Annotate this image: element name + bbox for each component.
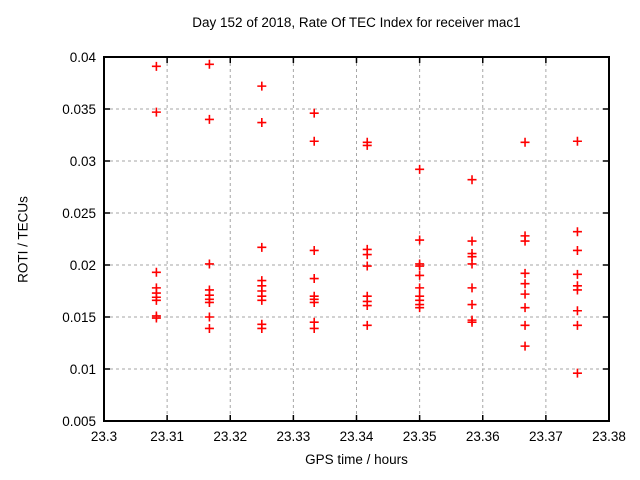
data-point-marker <box>415 270 425 280</box>
data-point-marker <box>204 312 214 322</box>
data-point-marker <box>572 245 582 255</box>
x-tick-label: 23.35 <box>403 429 437 444</box>
data-point-marker <box>204 259 214 269</box>
data-point-marker <box>362 261 372 271</box>
data-point-marker <box>204 114 214 124</box>
data-point-marker <box>520 320 530 330</box>
data-point-marker <box>362 250 372 260</box>
data-point-marker <box>257 242 267 252</box>
data-point-marker <box>204 297 214 307</box>
data-point-marker <box>309 274 319 284</box>
y-tick-label: 0.01 <box>70 362 96 377</box>
data-point-marker <box>151 295 161 305</box>
data-point-marker <box>572 306 582 316</box>
data-point-marker <box>520 236 530 246</box>
data-point-marker <box>309 297 319 307</box>
data-point-marker <box>572 227 582 237</box>
data-point-marker <box>257 295 267 305</box>
data-point-marker <box>520 268 530 278</box>
data-point-marker <box>467 259 477 269</box>
data-point-marker <box>572 269 582 279</box>
y-tick-label: 0.005 <box>62 414 96 429</box>
chart-title: Day 152 of 2018, Rate Of TEC Index for r… <box>192 15 521 30</box>
y-tick-label: 0.015 <box>62 310 96 325</box>
data-point-marker <box>520 137 530 147</box>
data-point-marker <box>204 323 214 333</box>
data-point-marker <box>204 59 214 69</box>
data-point-marker <box>362 320 372 330</box>
data-point-marker <box>151 267 161 277</box>
data-point-marker <box>309 108 319 118</box>
data-point-marker <box>520 303 530 313</box>
y-tick-label: 0.025 <box>62 206 96 221</box>
data-point-marker <box>467 317 477 327</box>
x-tick-label: 23.38 <box>592 429 626 444</box>
data-point-marker <box>467 283 477 293</box>
x-tick-label: 23.34 <box>340 429 374 444</box>
x-axis-label: GPS time / hours <box>305 452 408 467</box>
data-point-marker <box>415 235 425 245</box>
data-point-marker <box>467 175 477 185</box>
x-tick-label: 23.36 <box>466 429 500 444</box>
data-point-marker <box>572 136 582 146</box>
data-point-marker <box>415 164 425 174</box>
data-point-marker <box>520 341 530 351</box>
data-point-marker <box>520 279 530 289</box>
data-point-marker <box>415 283 425 293</box>
data-point-marker <box>415 261 425 271</box>
data-point-marker <box>151 61 161 71</box>
data-point-marker <box>151 313 161 323</box>
x-tick-label: 23.37 <box>529 429 563 444</box>
data-point-marker <box>257 323 267 333</box>
data-point-marker <box>309 245 319 255</box>
y-tick-label: 0.03 <box>70 154 96 169</box>
x-tick-label: 23.31 <box>150 429 184 444</box>
y-tick-label: 0.04 <box>70 50 97 65</box>
data-point-marker <box>362 140 372 150</box>
data-point-marker <box>151 107 161 117</box>
x-tick-label: 23.32 <box>213 429 247 444</box>
data-point-marker <box>520 289 530 299</box>
x-tick-label: 23.3 <box>91 429 117 444</box>
data-point-marker <box>257 118 267 128</box>
data-point-marker <box>362 301 372 311</box>
data-point-marker <box>572 285 582 295</box>
x-tick-label: 23.33 <box>276 429 310 444</box>
data-point-marker <box>415 303 425 313</box>
data-point-marker <box>309 136 319 146</box>
data-point-marker <box>309 323 319 333</box>
data-point-marker <box>257 81 267 91</box>
y-tick-label: 0.035 <box>62 102 96 117</box>
data-point-marker <box>572 320 582 330</box>
data-point-marker <box>572 368 582 378</box>
data-point-marker <box>467 300 477 310</box>
data-point-marker <box>467 236 477 246</box>
y-tick-label: 0.02 <box>70 258 96 273</box>
